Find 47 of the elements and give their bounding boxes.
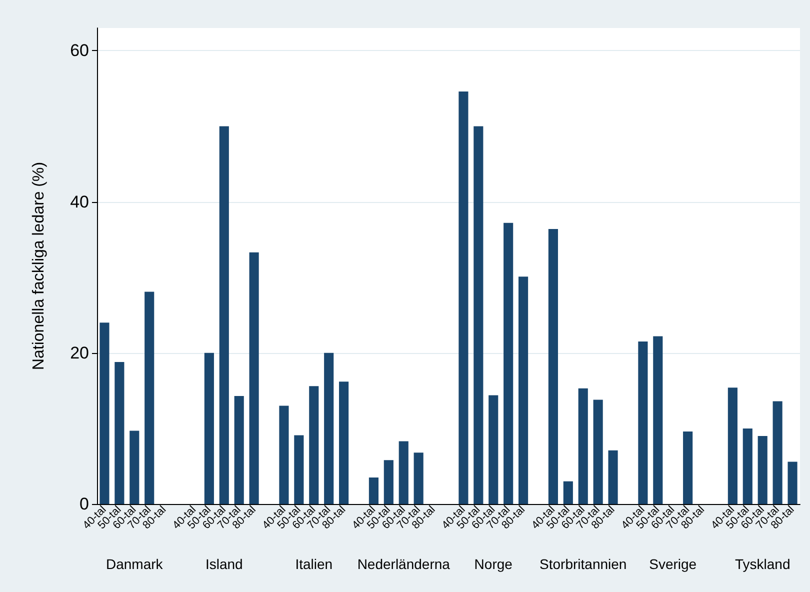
text: Sverige (649, 556, 697, 572)
text: Nederländerna (357, 556, 450, 572)
y-tick-label: 20 (70, 343, 89, 362)
bar (653, 336, 663, 504)
y-axis-title: Nationella fackliga ledare (%) (30, 162, 48, 370)
bar (742, 428, 752, 504)
text: Island (205, 556, 243, 572)
bar (130, 430, 140, 504)
bar (114, 362, 124, 504)
bar (548, 228, 558, 504)
bar (578, 388, 588, 504)
text: Danmark (106, 556, 164, 572)
bar (414, 452, 424, 504)
bar (518, 276, 528, 504)
text: Norge (474, 556, 513, 572)
bar (294, 435, 304, 504)
bar (398, 441, 408, 504)
bar (772, 401, 782, 504)
bar (100, 322, 110, 504)
bar (279, 406, 289, 504)
bar (458, 91, 468, 504)
bar (249, 252, 259, 504)
bar (728, 388, 738, 504)
bar (324, 352, 334, 504)
bar (309, 386, 319, 504)
y-tick-label: 40 (70, 192, 89, 212)
bar (638, 342, 648, 504)
bar (488, 395, 498, 504)
bar (204, 352, 214, 504)
bar (504, 222, 514, 504)
bar (608, 450, 618, 504)
text: Tyskland (734, 556, 790, 572)
bar (339, 382, 349, 504)
text: Storbritannien (540, 556, 627, 572)
bar (368, 478, 378, 504)
text: Italien (295, 556, 333, 572)
bar (593, 400, 603, 504)
bar (219, 126, 229, 504)
bar (474, 126, 484, 504)
bar (234, 396, 244, 504)
bar (788, 462, 798, 504)
bar (384, 460, 394, 504)
bar (563, 481, 573, 504)
y-tick-label: 60 (70, 41, 89, 60)
bar (758, 436, 768, 504)
bar (683, 431, 693, 504)
bar (144, 292, 154, 504)
